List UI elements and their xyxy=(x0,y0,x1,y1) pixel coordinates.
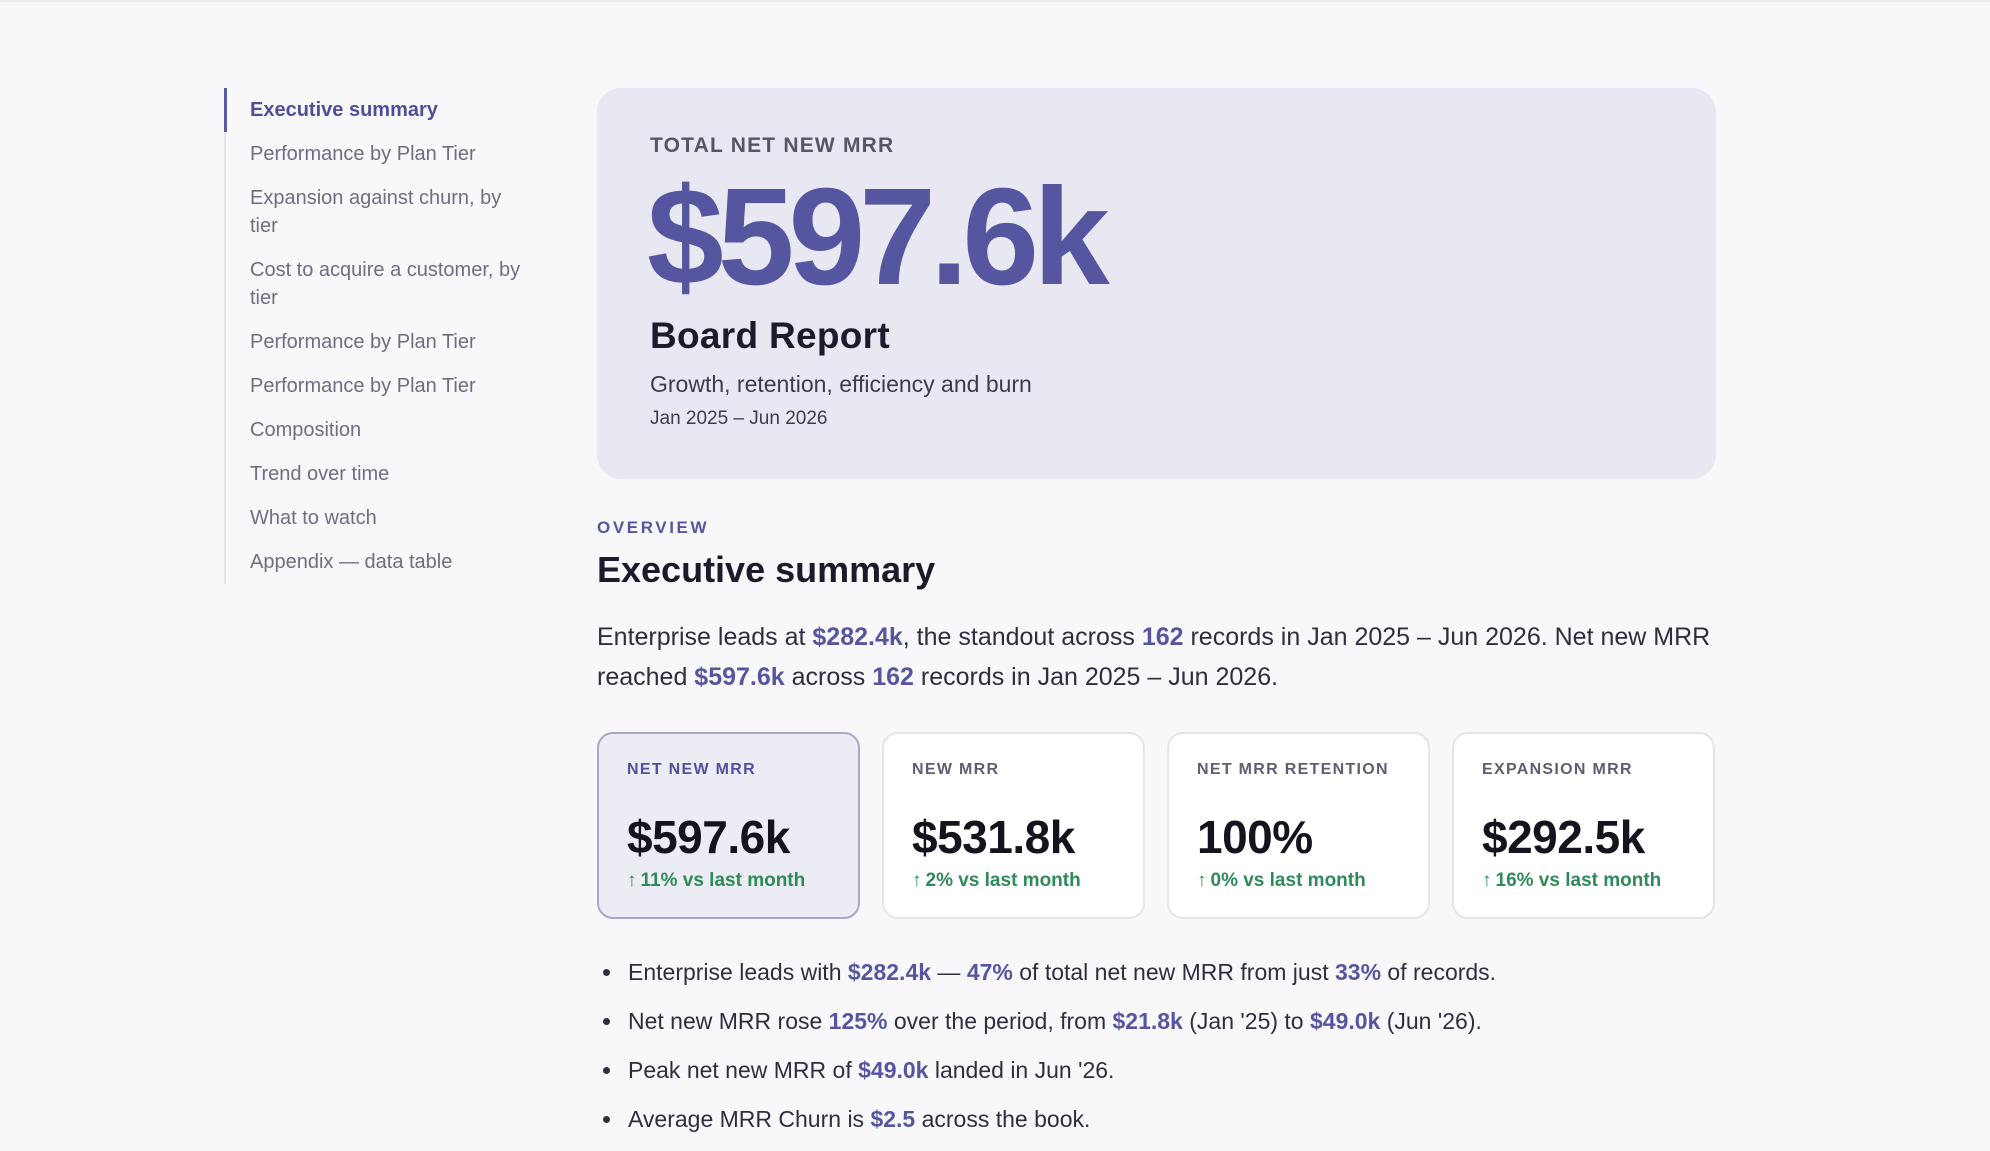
list-item: Average MRR Churn is $2.5 across the boo… xyxy=(597,1102,1716,1151)
section-title: Executive summary xyxy=(597,549,936,590)
summary-text: across xyxy=(784,663,873,691)
kpi-card-net-new-mrr[interactable]: NET NEW MRR $597.6k ↑ 11% vs last month xyxy=(597,732,860,919)
report-date-range: Jan 2025 – Jun 2026 xyxy=(650,408,828,429)
summary-highlight: $282.4k xyxy=(812,623,903,651)
summary-text: Enterprise leads at xyxy=(597,623,813,651)
report-subtitle: Growth, retention, efficiency and burn xyxy=(650,371,1032,397)
toc-item-cost-to-acquire[interactable]: Cost to acquire a customer, by tier xyxy=(250,259,521,309)
kpi-card-new-mrr[interactable]: NEW MRR $531.8k ↑ 2% vs last month xyxy=(882,732,1145,919)
kpi-delta: ↑ 11% vs last month xyxy=(627,870,805,892)
bullet-highlight: $282.4k xyxy=(847,959,932,985)
bullet-highlight: 125% xyxy=(828,1008,888,1034)
toc-item-what-to-watch[interactable]: What to watch xyxy=(250,507,377,529)
kpi-value: 100% xyxy=(1197,811,1313,863)
executive-summary-text: Enterprise leads at $282.4k, the standou… xyxy=(597,617,1716,697)
list-item: Peak net new MRR of $49.0k landed in Jun… xyxy=(597,1053,1716,1102)
key-findings-list: Enterprise leads with $282.4k — 47% of t… xyxy=(597,955,1716,1151)
toc-item-expansion-against-churn[interactable]: Expansion against churn, by tier xyxy=(250,187,502,237)
arrow-up-icon: ↑ xyxy=(627,870,637,891)
kpi-value: $531.8k xyxy=(912,811,1075,863)
bullet-text: landed in Jun '26. xyxy=(928,1057,1115,1083)
bullet-highlight: 33% xyxy=(1334,959,1382,985)
bullet-text: Net new MRR rose xyxy=(628,1008,829,1034)
bullet-text: across the book. xyxy=(915,1106,1091,1132)
kpi-delta: ↑ 16% vs last month xyxy=(1482,870,1661,892)
toc-item-composition[interactable]: Composition xyxy=(250,419,362,441)
kpi-card-expansion-mrr[interactable]: EXPANSION MRR $292.5k ↑ 16% vs last month xyxy=(1452,732,1715,919)
kpi-label: NEW MRR xyxy=(912,761,1000,778)
bullet-highlight: $2.5 xyxy=(870,1106,916,1132)
arrow-up-icon: ↑ xyxy=(1482,870,1492,891)
kpi-label: EXPANSION MRR xyxy=(1482,761,1633,778)
bullet-text: — xyxy=(931,959,967,985)
kpi-label: NET MRR RETENTION xyxy=(1197,761,1389,778)
table-of-contents: Executive summary Performance by Plan Ti… xyxy=(224,88,524,584)
hero-eyebrow: TOTAL NET NEW MRR xyxy=(650,134,895,157)
top-divider xyxy=(0,0,1990,2)
summary-highlight: $597.6k xyxy=(694,663,785,691)
toc-item-trend-over-time[interactable]: Trend over time xyxy=(250,463,390,485)
kpi-delta: ↑ 0% vs last month xyxy=(1197,870,1366,892)
bullet-highlight: $21.8k xyxy=(1112,1008,1183,1034)
hero-card: TOTAL NET NEW MRR $597.6k Board Report G… xyxy=(597,88,1716,479)
toc-item-executive-summary[interactable]: Executive summary xyxy=(224,88,524,132)
kpi-value: $292.5k xyxy=(1482,811,1645,863)
bullet-text: Peak net new MRR of xyxy=(628,1057,859,1083)
section-eyebrow: OVERVIEW xyxy=(597,518,710,537)
bullet-highlight: 47% xyxy=(966,959,1013,985)
bullet-text: Average MRR Churn is xyxy=(628,1106,871,1132)
bullet-text: Enterprise leads with xyxy=(628,959,848,985)
kpi-delta-text: 0% vs last month xyxy=(1210,870,1366,891)
kpi-delta: ↑ 2% vs last month xyxy=(912,870,1081,892)
bullet-text: of total net new MRR from just xyxy=(1012,959,1335,985)
summary-highlight: 162 xyxy=(1141,623,1184,651)
summary-highlight: 162 xyxy=(872,663,914,691)
list-item: Enterprise leads with $282.4k — 47% of t… xyxy=(597,955,1716,1004)
summary-text: records in Jan 2025 – Jun 2026. Net new … xyxy=(597,623,1711,691)
kpi-delta-text: 16% vs last month xyxy=(1495,870,1662,891)
kpi-value: $597.6k xyxy=(627,811,790,863)
bullet-text: of records. xyxy=(1381,959,1497,985)
hero-metric-value: $597.6k xyxy=(647,160,1110,314)
kpi-delta-text: 11% vs last month xyxy=(640,870,806,891)
kpi-delta-text: 2% vs last month xyxy=(925,870,1081,891)
kpi-label: NET NEW MRR xyxy=(627,761,756,778)
summary-text: records in Jan 2025 – Jun 2026. xyxy=(913,663,1279,691)
list-item: Net new MRR rose 125% over the period, f… xyxy=(597,1004,1716,1053)
arrow-up-icon: ↑ xyxy=(1197,870,1207,891)
bullet-highlight: $49.0k xyxy=(858,1057,929,1083)
summary-text: , the standout across xyxy=(902,623,1142,651)
bullet-text: (Jan '25) to xyxy=(1182,1008,1310,1034)
kpi-card-net-mrr-retention[interactable]: NET MRR RETENTION 100% ↑ 0% vs last month xyxy=(1167,732,1430,919)
toc-item-performance-by-plan-tier-3[interactable]: Performance by Plan Tier xyxy=(250,375,476,397)
bullet-highlight: $49.0k xyxy=(1309,1008,1381,1034)
bullet-text: (Jun '26). xyxy=(1380,1008,1482,1034)
report-title: Board Report xyxy=(650,315,890,356)
toc-item-appendix[interactable]: Appendix — data table xyxy=(250,551,453,573)
toc-item-performance-by-plan-tier[interactable]: Performance by Plan Tier xyxy=(250,143,476,165)
bullet-text: over the period, from xyxy=(887,1008,1113,1034)
toc-item-performance-by-plan-tier-2[interactable]: Performance by Plan Tier xyxy=(250,331,476,353)
arrow-up-icon: ↑ xyxy=(912,870,922,891)
